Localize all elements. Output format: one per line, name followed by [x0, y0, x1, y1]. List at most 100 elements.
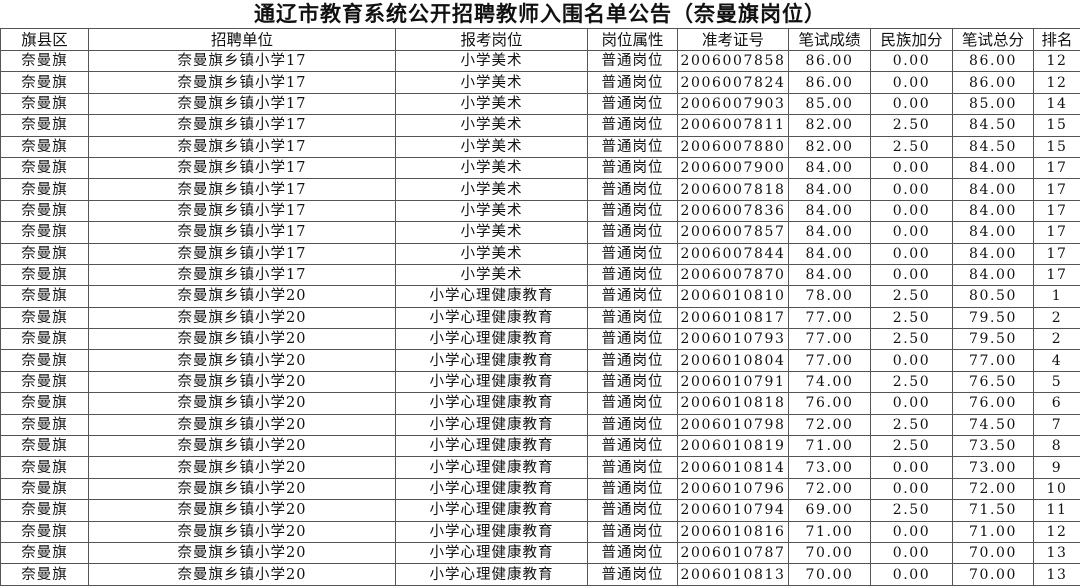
- cell-written-score: 82.00: [789, 115, 871, 136]
- cell-exam-id: 2006010816: [678, 521, 789, 542]
- cell-exam-id: 2006010818: [678, 393, 789, 414]
- cell-ethnic-bonus: 0.00: [871, 93, 953, 114]
- cell-rank: 1: [1034, 286, 1080, 307]
- cell-total-score: 84.00: [953, 157, 1034, 178]
- cell-exam-id: 2006010794: [678, 500, 789, 521]
- cell-rank: 2: [1034, 307, 1080, 328]
- cell-employer: 奈曼旗乡镇小学17: [89, 200, 396, 221]
- column-header-position-type: 岗位属性: [588, 29, 678, 51]
- cell-written-score: 86.00: [789, 72, 871, 93]
- cell-position: 小学心理健康教育: [396, 478, 588, 499]
- cell-exam-id: 2006007811: [678, 115, 789, 136]
- cell-position: 小学心理健康教育: [396, 436, 588, 457]
- cell-county: 奈曼旗: [1, 200, 89, 221]
- cell-employer: 奈曼旗乡镇小学20: [89, 350, 396, 371]
- cell-total-score: 70.00: [953, 542, 1034, 563]
- cell-employer: 奈曼旗乡镇小学20: [89, 414, 396, 435]
- cell-total-score: 84.50: [953, 115, 1034, 136]
- cell-county: 奈曼旗: [1, 457, 89, 478]
- cell-written-score: 71.00: [789, 521, 871, 542]
- cell-ethnic-bonus: 0.00: [871, 564, 953, 585]
- cell-position-type: 普通岗位: [588, 371, 678, 392]
- cell-exam-id: 2006007858: [678, 51, 789, 72]
- cell-exam-id: 2006010796: [678, 478, 789, 499]
- cell-position: 小学心理健康教育: [396, 457, 588, 478]
- cell-written-score: 74.00: [789, 371, 871, 392]
- cell-total-score: 86.00: [953, 72, 1034, 93]
- cell-employer: 奈曼旗乡镇小学17: [89, 243, 396, 264]
- cell-ethnic-bonus: 0.00: [871, 243, 953, 264]
- cell-total-score: 85.00: [953, 93, 1034, 114]
- cell-ethnic-bonus: 2.50: [871, 500, 953, 521]
- cell-position-type: 普通岗位: [588, 243, 678, 264]
- cell-ethnic-bonus: 2.50: [871, 115, 953, 136]
- cell-county: 奈曼旗: [1, 436, 89, 457]
- cell-rank: 9: [1034, 457, 1080, 478]
- cell-written-score: 71.00: [789, 436, 871, 457]
- cell-total-score: 84.00: [953, 222, 1034, 243]
- cell-county: 奈曼旗: [1, 542, 89, 563]
- cell-position: 小学心理健康教育: [396, 500, 588, 521]
- cell-total-score: 72.00: [953, 478, 1034, 499]
- cell-exam-id: 2006010819: [678, 436, 789, 457]
- cell-exam-id: 2006010798: [678, 414, 789, 435]
- cell-employer: 奈曼旗乡镇小学20: [89, 436, 396, 457]
- cell-position-type: 普通岗位: [588, 393, 678, 414]
- cell-county: 奈曼旗: [1, 286, 89, 307]
- cell-rank: 7: [1034, 414, 1080, 435]
- cell-position: 小学心理健康教育: [396, 564, 588, 585]
- cell-employer: 奈曼旗乡镇小学17: [89, 72, 396, 93]
- cell-county: 奈曼旗: [1, 350, 89, 371]
- cell-employer: 奈曼旗乡镇小学20: [89, 542, 396, 563]
- cell-rank: 12: [1034, 72, 1080, 93]
- cell-position: 小学心理健康教育: [396, 542, 588, 563]
- cell-total-score: 74.50: [953, 414, 1034, 435]
- cell-rank: 17: [1034, 243, 1080, 264]
- cell-exam-id: 2006010791: [678, 371, 789, 392]
- cell-county: 奈曼旗: [1, 329, 89, 350]
- cell-written-score: 84.00: [789, 179, 871, 200]
- cell-position-type: 普通岗位: [588, 307, 678, 328]
- cell-position-type: 普通岗位: [588, 500, 678, 521]
- cell-total-score: 84.00: [953, 264, 1034, 285]
- cell-position: 小学美术: [396, 200, 588, 221]
- cell-exam-id: 2006007870: [678, 264, 789, 285]
- cell-county: 奈曼旗: [1, 157, 89, 178]
- cell-county: 奈曼旗: [1, 72, 89, 93]
- cell-total-score: 71.50: [953, 500, 1034, 521]
- cell-written-score: 84.00: [789, 200, 871, 221]
- cell-exam-id: 2006010793: [678, 329, 789, 350]
- cell-total-score: 73.00: [953, 457, 1034, 478]
- cell-position-type: 普通岗位: [588, 157, 678, 178]
- cell-rank: 12: [1034, 521, 1080, 542]
- cell-written-score: 70.00: [789, 564, 871, 585]
- cell-ethnic-bonus: 0.00: [871, 350, 953, 371]
- cell-position-type: 普通岗位: [588, 136, 678, 157]
- cell-exam-id: 2006007900: [678, 157, 789, 178]
- cell-employer: 奈曼旗乡镇小学20: [89, 286, 396, 307]
- cell-ethnic-bonus: 2.50: [871, 436, 953, 457]
- header-row: 旗县区 招聘单位 报考岗位 岗位属性 准考证号 笔试成绩 民族加分 笔试总分 排…: [1, 29, 1080, 51]
- column-header-position: 报考岗位: [396, 29, 588, 51]
- cell-employer: 奈曼旗乡镇小学20: [89, 393, 396, 414]
- cell-county: 奈曼旗: [1, 521, 89, 542]
- cell-county: 奈曼旗: [1, 51, 89, 72]
- cell-written-score: 72.00: [789, 478, 871, 499]
- cell-total-score: 73.50: [953, 436, 1034, 457]
- cell-rank: 17: [1034, 157, 1080, 178]
